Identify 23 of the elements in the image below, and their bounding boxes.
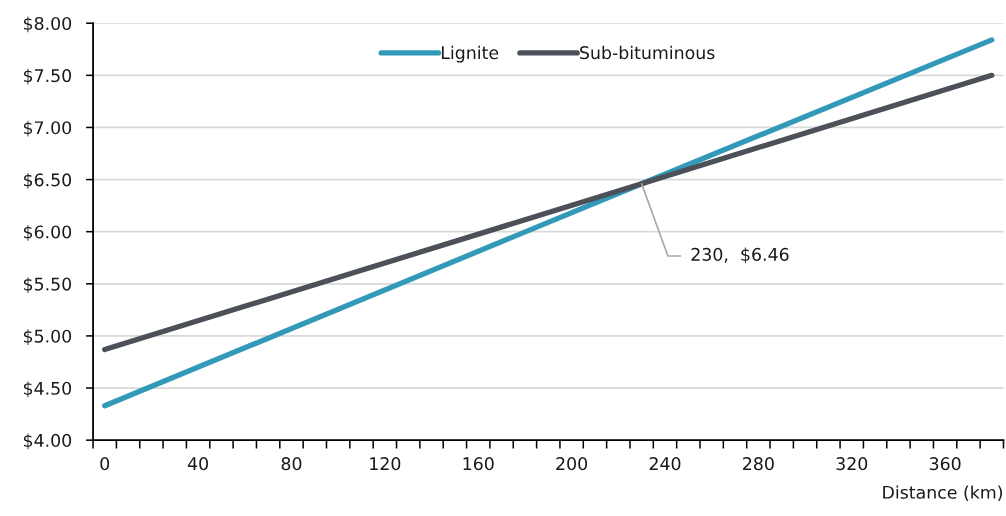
y-tick-label: $4.00 bbox=[23, 433, 72, 450]
y-tick-label: $6.50 bbox=[23, 172, 72, 189]
x-tick-label: 280 bbox=[743, 457, 774, 471]
y-tick-label: $7.00 bbox=[23, 120, 72, 137]
x-tick-label: 200 bbox=[556, 457, 588, 471]
y-tick-label: $7.50 bbox=[23, 68, 72, 85]
x-tick-label: 120 bbox=[370, 457, 401, 471]
annotation: 230, $6.46 bbox=[691, 247, 789, 264]
y-tick-label: $6.00 bbox=[23, 225, 72, 241]
x-tick-label: 240 bbox=[649, 457, 681, 471]
x-tick-label: 40 bbox=[187, 457, 208, 471]
y-tick-label: $8.00 bbox=[23, 16, 72, 33]
y-tick-label: $5.00 bbox=[23, 329, 72, 346]
x-tick-label: 360 bbox=[929, 457, 961, 471]
x-tick-label: 80 bbox=[281, 457, 302, 471]
x-tick-label: 0 bbox=[100, 457, 110, 471]
x-tick-label: 320 bbox=[836, 457, 868, 471]
legend-label: Sub-bituminous bbox=[580, 45, 715, 60]
legend-label: Lignite bbox=[441, 45, 499, 63]
x-axis-title: Distance (km) bbox=[883, 485, 1002, 501]
y-tick-label: $4.50 bbox=[23, 381, 72, 398]
y-tick-label: $5.50 bbox=[23, 277, 72, 293]
x-tick-label: 160 bbox=[463, 457, 494, 471]
